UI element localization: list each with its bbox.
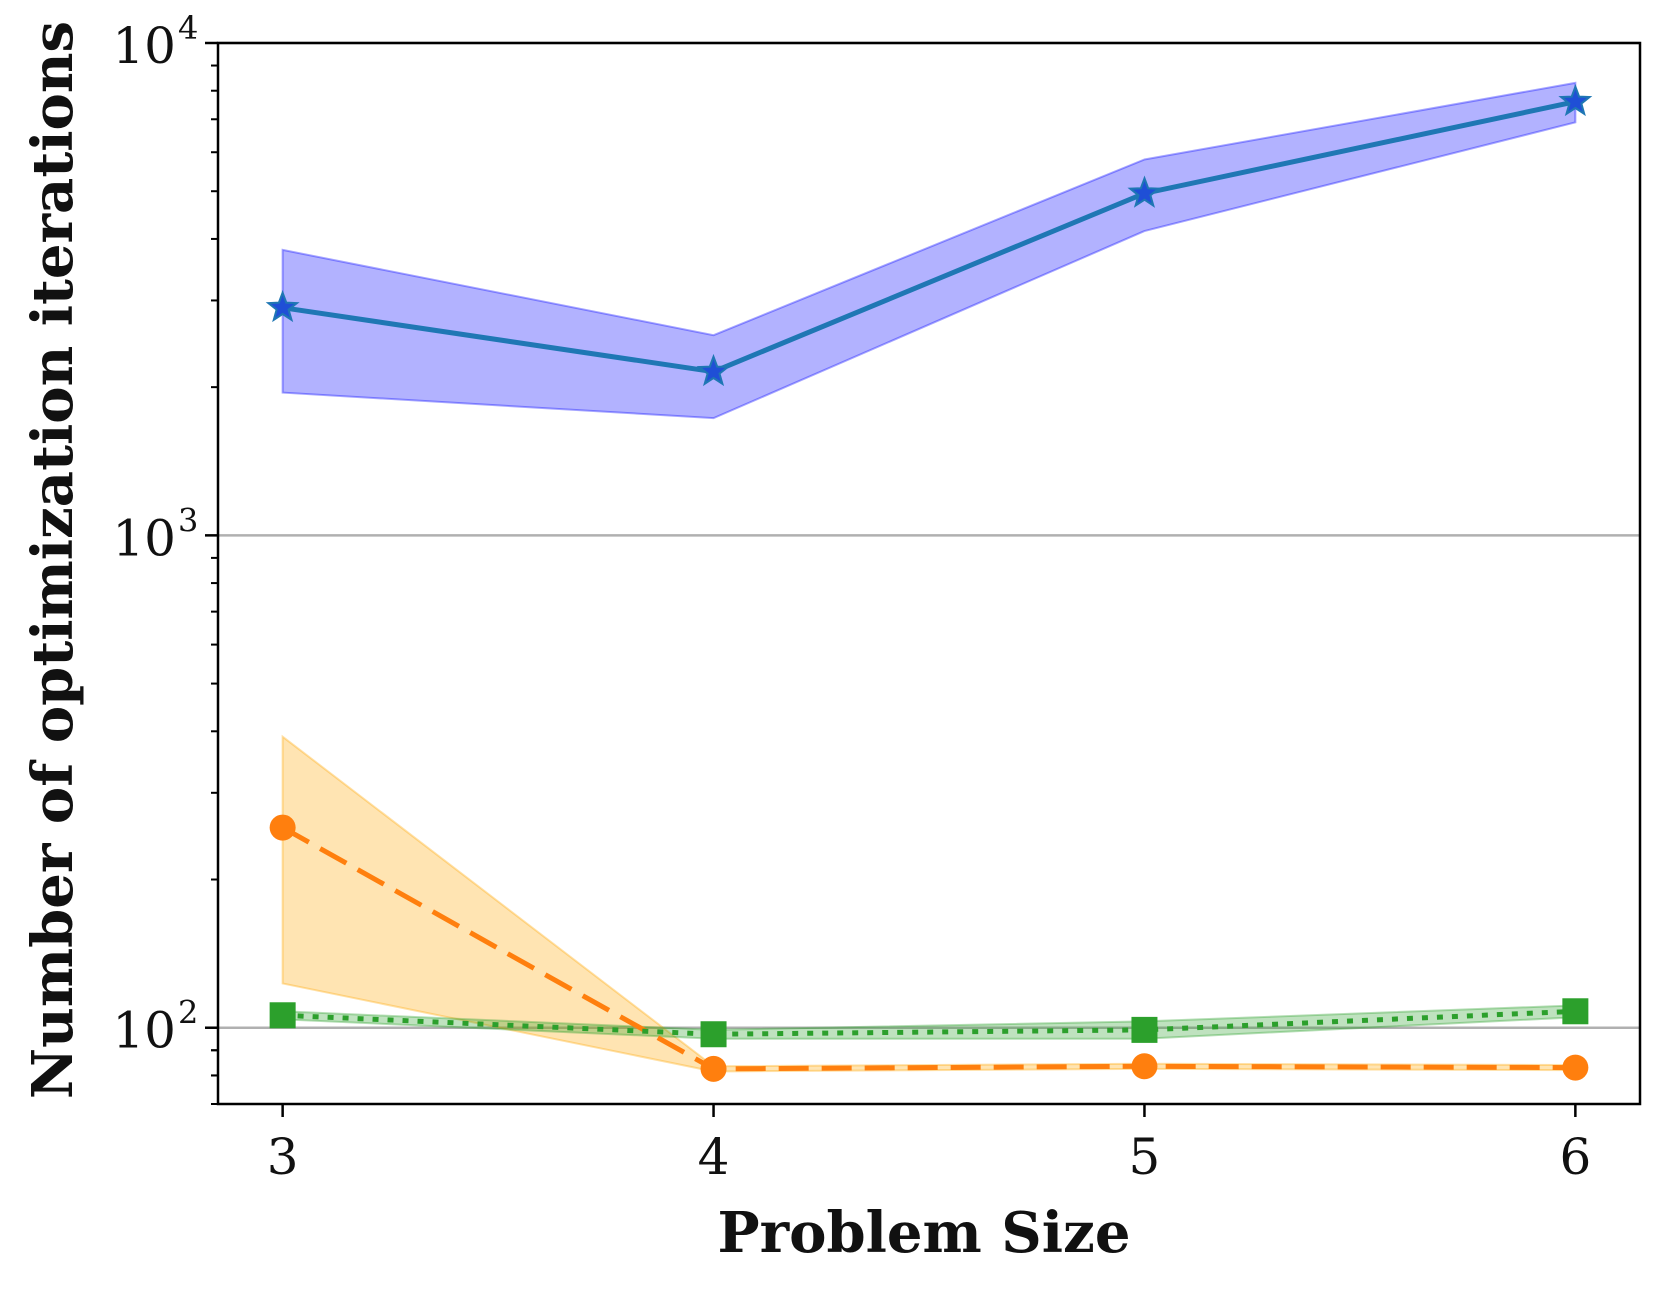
blue-star-series-band (281, 81, 1577, 420)
x-tick-label: 6 (1559, 1128, 1591, 1186)
orange-circle-series-line (281, 825, 1576, 1072)
blue-star-series-marker (265, 289, 300, 323)
y-axis-title: Number of optimization iterations (20, 21, 86, 1099)
y-tick-label: 10 (112, 509, 176, 567)
y-tick-exponent: 3 (178, 501, 198, 539)
orange-circle-series-marker (1562, 1054, 1589, 1081)
orange-circle-series-marker (1131, 1053, 1158, 1080)
series-lines (281, 99, 1576, 1072)
green-square-series-marker (269, 1002, 296, 1029)
x-tick-label: 5 (1129, 1128, 1161, 1186)
orange-circle-series-marker (700, 1055, 727, 1082)
orange-circle-series-marker (269, 814, 296, 841)
plot-frame (216, 41, 1642, 1106)
blue-star-series-line (282, 99, 1576, 375)
y-tick-exponent: 4 (178, 9, 198, 47)
y-tick-label: 10 (112, 17, 176, 75)
green-square-series-marker (1562, 998, 1589, 1025)
x-tick-label: 4 (698, 1128, 730, 1186)
blue-star-series-marker (1127, 175, 1162, 208)
series-markers (265, 83, 1593, 1082)
x-tick-label: 3 (267, 1128, 299, 1186)
green-square-series-marker (700, 1021, 727, 1048)
green-square-series-marker (1131, 1016, 1158, 1043)
green-square-series-line (282, 1008, 1576, 1037)
blue-star-series-marker (696, 353, 731, 387)
y-tick-label: 10 (112, 1002, 176, 1060)
x-axis-ticks: 3 4 5 6 (267, 1104, 1591, 1186)
x-axis-title: Problem Size (718, 1200, 1131, 1266)
blue-star-series-marker (1558, 83, 1593, 117)
y-tick-exponent: 2 (178, 994, 198, 1032)
confidence-bands (281, 81, 1577, 1073)
